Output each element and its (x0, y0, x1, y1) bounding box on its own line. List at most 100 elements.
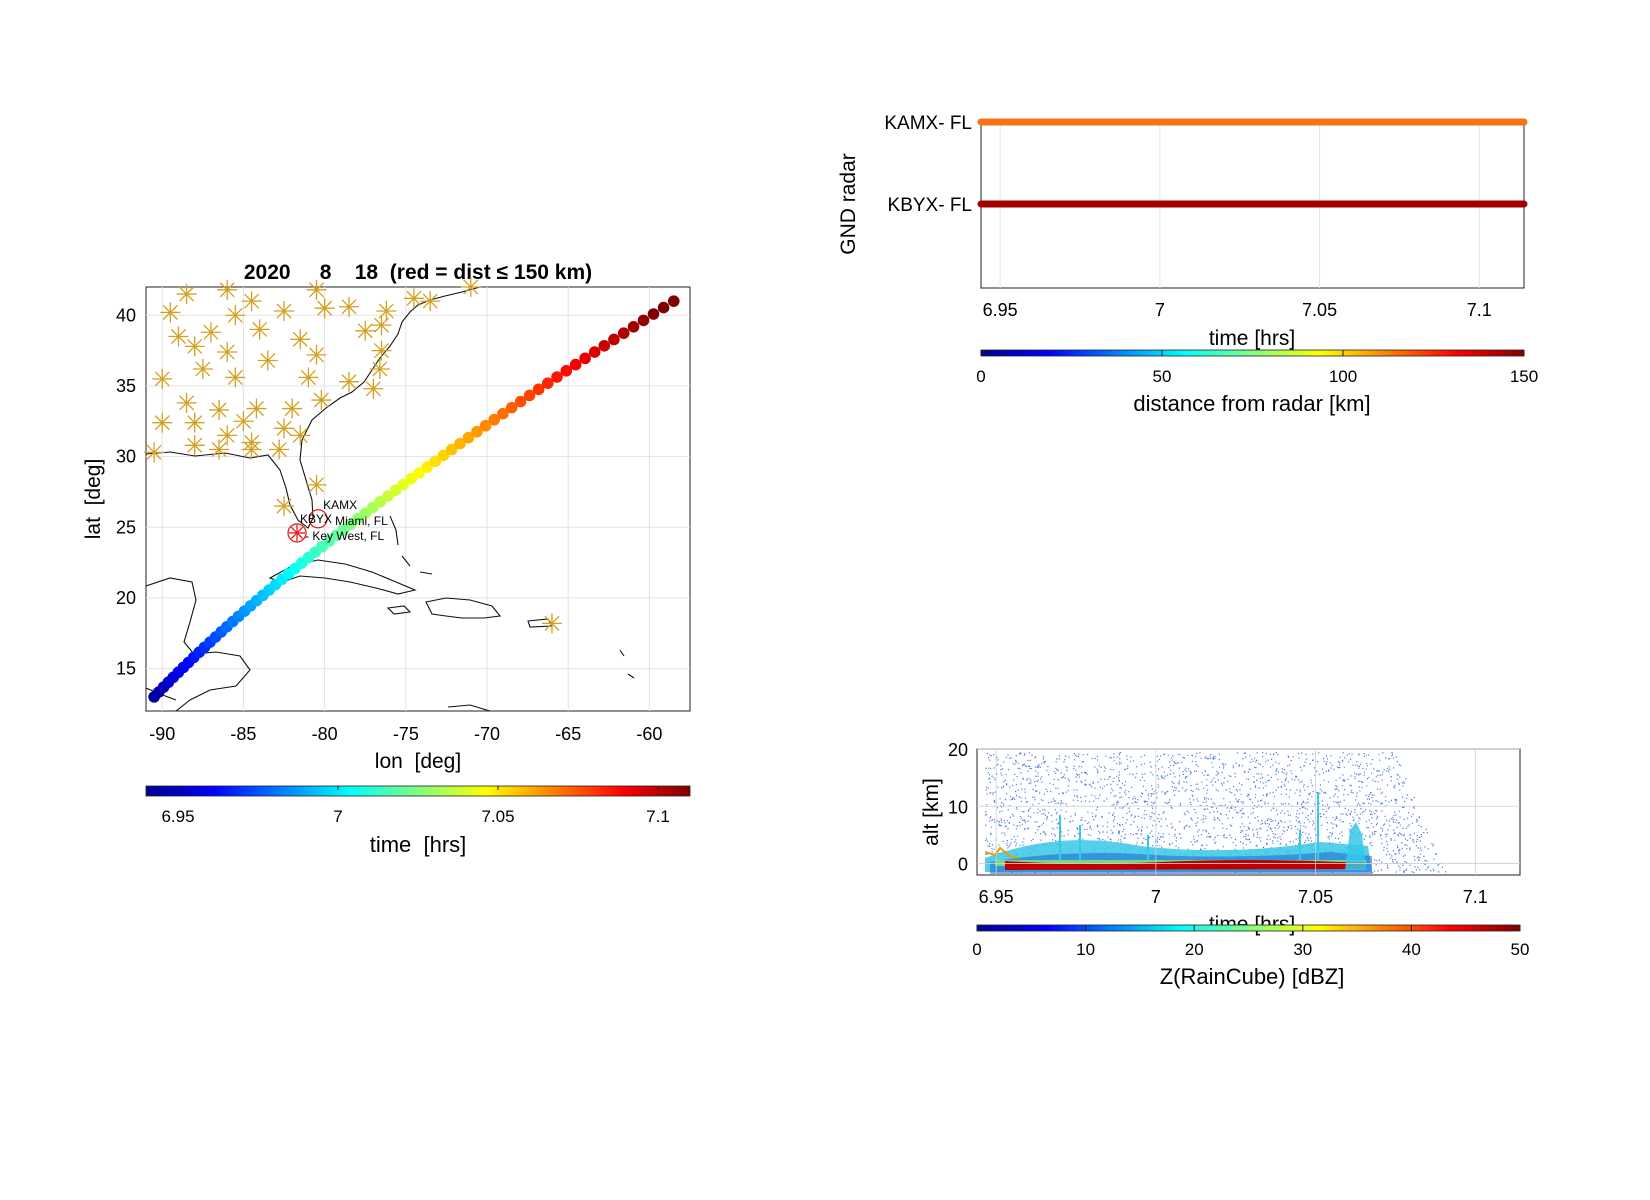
radar-colorbar-ticks: 0 50 100 150 (976, 350, 1538, 386)
track-point (647, 308, 660, 320)
raincube-noise-dots (985, 752, 1447, 874)
station-marker (168, 326, 189, 347)
radar-y-label: GND radar (837, 153, 860, 255)
map-x-ticks: -90 -85 -80 -75 -70 -65 -60 (149, 724, 662, 744)
map-y-tick-label: 15 (116, 659, 136, 679)
station-marker (338, 296, 359, 317)
track-point (421, 461, 433, 473)
station-marker (241, 291, 262, 312)
raincube-noise-field (985, 752, 1447, 874)
raincube-colorbar-tick-label: 20 (1185, 940, 1204, 959)
radar-x-label: time [hrs] (1209, 327, 1295, 350)
map-y-ticks: 15 20 25 30 35 40 (116, 305, 136, 678)
raincube-colorbar-label: Z(RainCube) [dBZ] (1160, 964, 1345, 989)
radar-site-id-kbyx: KBYX (300, 512, 332, 526)
track-point (541, 377, 554, 389)
raincube-panel: 0 10 20 6.95 7 7.05 7.1 alt [km] time [hrs] 0… (920, 740, 1529, 989)
radar-colorbar-tick-label: 0 (976, 367, 985, 386)
track-point (462, 431, 475, 444)
station-marker (311, 390, 332, 411)
track-point (588, 346, 601, 358)
station-marker (306, 344, 327, 365)
track-point (445, 443, 458, 456)
map-axes-box (145, 286, 691, 712)
radar-site-circle-kamx (308, 509, 328, 529)
map-colorbar-tick-label: 7.1 (646, 807, 670, 826)
station-marker (152, 368, 173, 389)
track-point (471, 425, 483, 438)
map-y-tick-label: 40 (116, 305, 136, 325)
raincube-y-tick-label: 10 (948, 797, 968, 817)
map-colorbar (145, 785, 691, 797)
raincube-colorbar-tick-label: 10 (1076, 940, 1095, 959)
radar-x-tick-label: 7 (1155, 300, 1165, 320)
map-x-tick-label: -85 (230, 724, 256, 744)
station-marker (152, 412, 173, 433)
station-marker (176, 284, 197, 305)
track-point (617, 327, 630, 339)
station-marker (306, 279, 327, 300)
map-y-tick-label: 30 (116, 447, 136, 467)
raincube-red-layer (1005, 860, 1365, 870)
raincube-reflectivity-band (984, 792, 1372, 874)
station-marker (217, 425, 238, 446)
radar-colorbar-tick-label: 50 (1153, 367, 1172, 386)
track-point (637, 314, 650, 327)
station-marker (403, 288, 424, 309)
track-point (523, 389, 536, 402)
raincube-colorbar-tick-label: 30 (1293, 940, 1312, 959)
station-marker (176, 392, 197, 413)
raincube-low-noise (984, 846, 1019, 859)
radar-series (977, 118, 1528, 208)
station-marker (217, 279, 238, 300)
track-point (569, 358, 582, 371)
raincube-grid (977, 748, 1520, 875)
station-marker (184, 336, 205, 357)
radar-x-ticks: 6.95 7 7.05 7.1 (983, 300, 1492, 320)
map-x-tick-label: -65 (555, 724, 581, 744)
map-x-tick-label: -75 (393, 724, 419, 744)
track-point (598, 339, 611, 352)
raincube-y-label: alt [km] (920, 778, 943, 846)
map-title: 2020 8 18 (red = dist ≤ 150 km) (244, 261, 592, 284)
radar-x-tick-label: 7.1 (1467, 300, 1492, 320)
station-marker (376, 301, 397, 322)
map-y-tick-label: 25 (116, 517, 136, 537)
track-point (497, 407, 509, 420)
radar-site-name-kbyx: - Key West, FL (305, 529, 384, 543)
station-marker (233, 411, 254, 432)
track-point (429, 455, 442, 468)
track-point (413, 467, 425, 479)
map-x-tick-label: -90 (149, 724, 175, 744)
radar-y-tick-label: KAMX- FL (884, 113, 972, 134)
radar-site-circle-kbyx (287, 523, 307, 543)
station-marker (274, 418, 295, 439)
station-marker (298, 367, 319, 388)
radar-x-tick-label: 6.95 (983, 300, 1018, 320)
track-point (532, 383, 545, 396)
station-marker (420, 291, 441, 312)
raincube-colorbar-tick-label: 40 (1402, 940, 1421, 959)
map-y-label: lat [deg] (82, 459, 105, 540)
raincube-colorbar-ticks: 0 10 20 30 40 50 (972, 925, 1529, 959)
station-marker (241, 439, 262, 460)
map-y-tick-label: 35 (116, 376, 136, 396)
raincube-colorbar-tick-label: 0 (972, 940, 981, 959)
station-marker (209, 439, 230, 460)
track-point (560, 365, 573, 377)
track-point (657, 301, 670, 314)
map-colorbar-tick-label: 7 (333, 807, 342, 826)
radar-colorbar-label: distance from radar [km] (1133, 391, 1370, 416)
map-colorbar-tick-label: 6.95 (161, 807, 194, 826)
raincube-spikes (1059, 792, 1319, 860)
track-point (514, 395, 527, 408)
radar-x-tick-label: 7.05 (1302, 300, 1337, 320)
track-point (667, 295, 680, 307)
station-marker (249, 319, 270, 340)
station-marker (355, 320, 376, 341)
raincube-y-ticks: 0 10 20 (948, 740, 968, 875)
